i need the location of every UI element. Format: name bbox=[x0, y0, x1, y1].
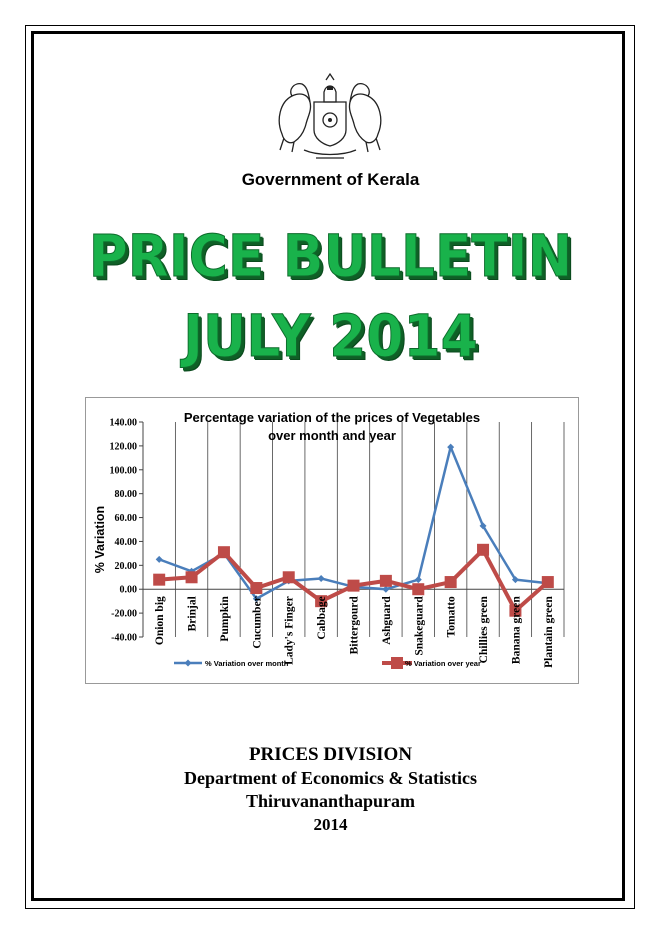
y-tick-label: 120.00 bbox=[110, 441, 138, 452]
legend-month-marker bbox=[184, 659, 192, 667]
y-tick-label: 140.00 bbox=[110, 418, 138, 429]
division-name: PRICES DIVISION bbox=[248, 744, 413, 765]
x-category-label: Ashguard bbox=[381, 596, 393, 645]
x-category-label: Bittergourd bbox=[349, 596, 361, 655]
month-point bbox=[317, 574, 325, 582]
year-point bbox=[315, 595, 328, 608]
year-point bbox=[541, 576, 554, 589]
year-point bbox=[509, 604, 522, 617]
x-category-label: Tomatto bbox=[446, 596, 458, 637]
x-category-label: Plantain green bbox=[543, 596, 555, 668]
year-point bbox=[217, 546, 230, 559]
month-point bbox=[511, 576, 519, 584]
y-tick-label: -20.00 bbox=[111, 609, 137, 620]
series-line-1 bbox=[158, 445, 548, 601]
city-name: Thiruvananthapuram bbox=[245, 791, 416, 811]
year-point bbox=[412, 583, 425, 596]
month-point bbox=[414, 576, 422, 584]
y-tick-label: 40.00 bbox=[115, 537, 138, 548]
y-tick-label: 60.00 bbox=[115, 513, 138, 524]
x-category-label: Snakeguard bbox=[413, 596, 425, 656]
y-axis-label: % Variation bbox=[93, 506, 107, 573]
chart-title-line2: over month and year bbox=[268, 428, 396, 443]
x-category-label: Lady's Finger bbox=[284, 596, 296, 665]
y-tick-label: 20.00 bbox=[115, 561, 138, 572]
page-inner-border bbox=[31, 31, 625, 901]
y-tick-label: 0.00 bbox=[120, 585, 138, 596]
month-point bbox=[479, 522, 487, 530]
y-tick-label: -40.00 bbox=[111, 633, 137, 644]
government-name: Government of Kerala bbox=[241, 170, 420, 189]
vegetable-price-chart: 140.00 120.00 100.00 80.00 60.00 40.00 20.00 0.… bbox=[85, 397, 579, 684]
bulletin-title: PRICE BULLETIN bbox=[88, 222, 573, 291]
y-tick-label: 100.00 bbox=[110, 465, 138, 476]
x-category-label: Cabbage bbox=[316, 596, 328, 639]
department-name: Department of Economics & Statistics bbox=[184, 768, 477, 788]
legend-year-marker bbox=[391, 657, 403, 669]
year-point bbox=[379, 574, 392, 587]
chart-canvas: 140.00 120.00 100.00 80.00 60.00 40.00 20.00 0.… bbox=[93, 410, 565, 669]
month-point bbox=[447, 443, 455, 451]
year-point bbox=[185, 571, 198, 584]
year-point bbox=[250, 582, 263, 595]
x-category-label: Banana green bbox=[510, 596, 522, 664]
month-point bbox=[155, 555, 163, 563]
x-category-label: Onion big bbox=[154, 596, 166, 645]
kerala-emblem-icon bbox=[278, 72, 382, 159]
year-point bbox=[477, 543, 490, 556]
year-point bbox=[282, 571, 295, 584]
publication-year: 2014 bbox=[313, 815, 348, 834]
month-point bbox=[382, 585, 390, 593]
page-outer-border bbox=[25, 25, 635, 909]
chart-title-line1: Percentage variation of the prices of Ve… bbox=[184, 410, 480, 425]
year-point bbox=[444, 576, 457, 589]
legend-month-label: % Variation over month bbox=[205, 659, 289, 668]
month-point bbox=[252, 595, 260, 603]
year-point bbox=[153, 573, 166, 586]
x-category-label: Brinjal bbox=[187, 596, 199, 631]
x-category-label: Chillies green bbox=[478, 596, 490, 664]
y-tick-label: 80.00 bbox=[115, 489, 138, 500]
year-point bbox=[347, 579, 360, 592]
x-category-label: Cucumber bbox=[251, 596, 263, 648]
bulletin-month: JULY 2014 bbox=[183, 302, 479, 371]
legend-year-label: % Variation over year bbox=[405, 659, 481, 668]
x-category-label: Pumpkin bbox=[219, 596, 231, 642]
